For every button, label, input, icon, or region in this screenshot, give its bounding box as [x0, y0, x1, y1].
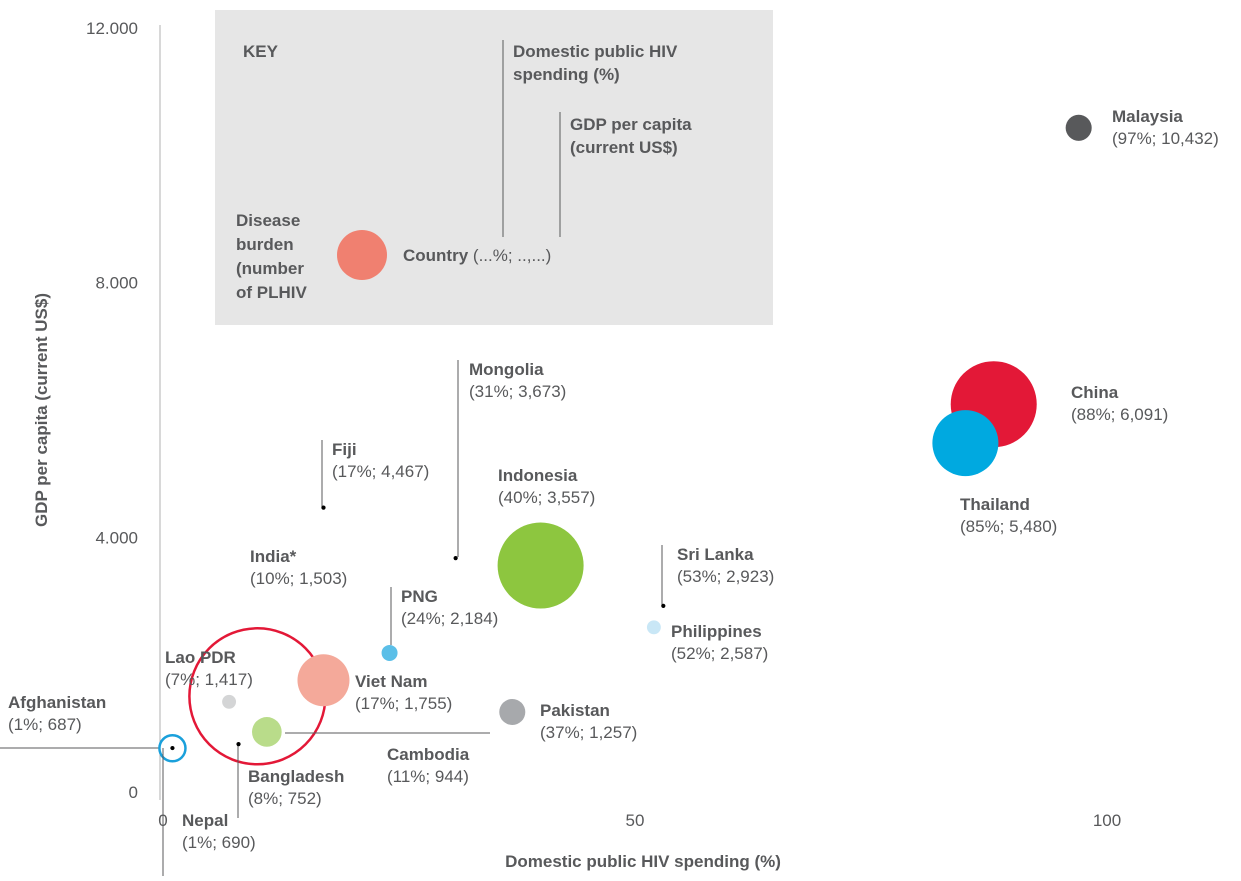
point-name: India*	[250, 547, 297, 566]
bubble	[297, 654, 350, 707]
point-label: (17%; 1,755)	[355, 694, 452, 713]
bubble	[1065, 114, 1092, 141]
key-country: Country (...%; ..,...)	[403, 246, 551, 265]
point-name: Nepal	[182, 811, 228, 830]
bubble	[646, 620, 661, 635]
point-label: (52%; 2,587)	[671, 644, 768, 663]
bubble	[453, 556, 458, 561]
point-name: Thailand	[960, 495, 1030, 514]
bubble	[236, 742, 241, 747]
point-label: (97%; 10,432)	[1112, 129, 1219, 148]
key-country-name: Country	[403, 246, 469, 265]
key-title: KEY	[243, 42, 279, 61]
point-label: (11%; 944)	[387, 767, 469, 786]
bubble	[321, 505, 326, 510]
bubble	[222, 694, 237, 709]
point-label: (17%; 4,467)	[332, 462, 429, 481]
key-box	[215, 10, 773, 325]
point-label: (10%; 1,503)	[250, 569, 347, 588]
point-name: Pakistan	[540, 701, 610, 720]
key-country-format: (...%; ..,...)	[473, 246, 551, 265]
point-label: (37%; 1,257)	[540, 723, 637, 742]
point-name: Malaysia	[1112, 107, 1183, 126]
point-label: (1%; 687)	[8, 715, 82, 734]
x-tick-label: 50	[626, 811, 645, 830]
point-name: Bangladesh	[248, 767, 344, 786]
point-name: Lao PDR	[165, 648, 236, 667]
bubble	[497, 522, 584, 609]
point-label: (53%; 2,923)	[677, 567, 774, 586]
y-tick-label: 0	[129, 783, 138, 802]
bubble	[170, 745, 175, 751]
key-size-label: (number	[236, 259, 304, 278]
key-x-label: spending (%)	[513, 65, 620, 84]
point-label: (85%; 5,480)	[960, 517, 1057, 536]
key-size-label: burden	[236, 235, 294, 254]
bubble	[158, 733, 187, 763]
bubble	[252, 717, 282, 747]
key-size-label: of PLHIV	[236, 283, 307, 302]
y-tick-label: 12.000	[86, 19, 138, 38]
point-name: Cambodia	[387, 745, 470, 764]
point-name: Mongolia	[469, 360, 544, 379]
point-name: Viet Nam	[355, 672, 427, 691]
point-name: PNG	[401, 587, 438, 606]
point-label: (1%; 690)	[182, 833, 256, 852]
point-label: (40%; 3,557)	[498, 488, 595, 507]
point-name: China	[1071, 383, 1119, 402]
y-axis-title: GDP per capita (current US$)	[32, 293, 51, 527]
point-label: (24%; 2,184)	[401, 609, 498, 628]
x-tick-label: 100	[1093, 811, 1121, 830]
key-y-label: (current US$)	[570, 138, 678, 157]
point-name: Philippines	[671, 622, 762, 641]
y-tick-label: 4.000	[95, 528, 138, 547]
x-axis-title: Domestic public HIV spending (%)	[505, 852, 781, 871]
bubble	[661, 603, 666, 609]
bubble	[381, 644, 398, 661]
point-name: Fiji	[332, 440, 357, 459]
point-label: (7%; 1,417)	[165, 670, 253, 689]
key-x-label: Domestic public HIV	[513, 42, 678, 61]
point-label: (31%; 3,673)	[469, 382, 566, 401]
bubble	[932, 410, 999, 477]
y-tick-label: 8.000	[95, 274, 138, 293]
point-name: Indonesia	[498, 466, 578, 485]
key-y-label: GDP per capita	[570, 115, 692, 134]
point-name: Sri Lanka	[677, 545, 754, 564]
point-name: Afghanistan	[8, 693, 106, 712]
key-bubble	[337, 230, 387, 280]
key-size-label: Disease	[236, 211, 300, 230]
point-label: (8%; 752)	[248, 789, 322, 808]
point-label: (88%; 6,091)	[1071, 405, 1168, 424]
bubble	[499, 698, 526, 725]
